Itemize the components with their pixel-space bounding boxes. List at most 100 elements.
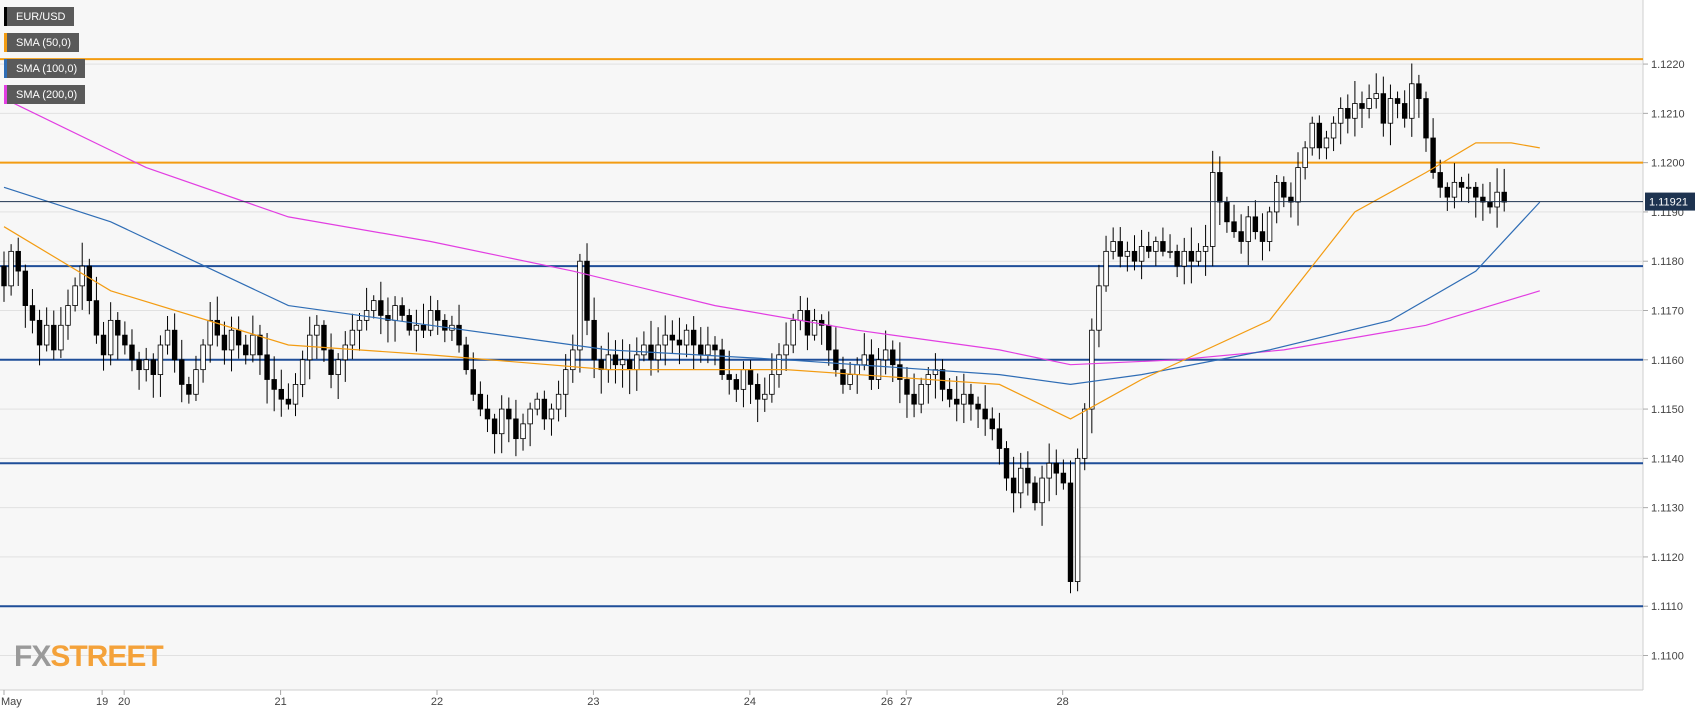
candle-body	[271, 379, 277, 390]
candle-body	[811, 319, 818, 336]
candle-body	[143, 359, 149, 371]
candle-body	[996, 428, 1003, 449]
candle-body	[22, 270, 29, 306]
sma-100-line	[3, 186, 1541, 386]
y-tick-label: 1.1110	[1651, 601, 1683, 613]
candle-body	[918, 384, 924, 405]
candle-body	[1131, 250, 1138, 262]
legend-sma-200[interactable]: SMA (200,0)	[4, 85, 86, 104]
x-tick-label: May	[1, 696, 22, 708]
current-price-tag: 1.11921	[1645, 192, 1695, 211]
legend-sma-50[interactable]: SMA (50,0)	[4, 33, 80, 52]
candle-body	[484, 408, 491, 420]
candle-body	[157, 344, 164, 375]
candle-body	[1096, 285, 1102, 331]
candle-body	[1245, 216, 1251, 242]
candle-body	[882, 349, 889, 361]
candle-body	[8, 250, 14, 287]
candle-body	[541, 398, 548, 420]
candle-body	[342, 344, 348, 361]
candle-body	[690, 329, 697, 346]
candle-body	[676, 339, 683, 346]
candle-body	[1359, 103, 1365, 109]
candle-body	[435, 310, 441, 321]
candle-body	[292, 384, 299, 405]
candle-body	[207, 319, 213, 346]
candle-body	[29, 305, 36, 321]
candle-body	[797, 310, 804, 321]
candle-body	[1032, 482, 1038, 504]
candle-body	[1231, 221, 1237, 233]
candle-body	[783, 344, 789, 356]
candle-body	[1202, 246, 1209, 252]
x-tick-label: 28	[1057, 696, 1069, 708]
candle-body	[1195, 250, 1202, 262]
candle-body	[100, 334, 107, 356]
candle-body	[555, 393, 562, 410]
candle-body	[51, 324, 57, 351]
candle-body	[43, 324, 50, 346]
candle-body	[619, 359, 626, 366]
candle-body	[1330, 122, 1337, 139]
x-tick-label: 27	[900, 696, 912, 708]
candle-body	[442, 319, 448, 331]
candle-body	[107, 319, 114, 356]
candle-body	[1352, 103, 1358, 119]
candle-body	[1473, 186, 1479, 198]
candle-body	[115, 319, 121, 336]
candle-body	[1160, 241, 1166, 252]
candle-body	[214, 319, 220, 336]
logo-fx-text: FX	[14, 640, 51, 673]
candle-body	[939, 369, 946, 390]
candle-body	[328, 349, 334, 375]
candle-body	[498, 408, 505, 435]
candle-body	[1067, 482, 1074, 582]
candle-body	[1380, 93, 1387, 124]
sma-100-swatch	[4, 59, 7, 78]
candle-body	[1174, 250, 1180, 267]
candle-body	[122, 334, 128, 346]
candle-body	[612, 354, 619, 366]
candle-body	[513, 418, 519, 440]
candle-body	[1494, 191, 1500, 208]
candle-body	[854, 364, 860, 375]
candle-body	[818, 319, 825, 326]
candle-body	[1309, 122, 1315, 149]
candle-body	[719, 349, 725, 375]
candle-body	[171, 329, 178, 361]
fxstreet-logo: FXSTREET	[14, 640, 164, 674]
candle-body	[1444, 186, 1451, 198]
y-tick-label: 1.1160	[1651, 355, 1684, 367]
candle-body	[868, 354, 875, 380]
x-tick-label: 26	[881, 696, 893, 708]
candle-body	[1394, 98, 1401, 104]
y-tick-label: 1.1210	[1651, 108, 1685, 120]
sma-200-line	[3, 98, 1540, 366]
candle-body	[413, 324, 420, 331]
candle-body	[740, 369, 747, 390]
legend-label: SMA (100,0)	[16, 62, 78, 75]
moving-averages	[3, 98, 1541, 420]
candle-body	[1430, 137, 1436, 173]
candle-body	[605, 354, 612, 371]
candle-body	[257, 334, 263, 356]
legend-eurusd[interactable]: EUR/USD	[4, 7, 74, 26]
candle-body	[1487, 201, 1493, 208]
candle-body	[1188, 250, 1195, 262]
candle-body	[307, 334, 313, 361]
candle-body	[641, 344, 647, 356]
candle-body	[726, 374, 732, 380]
candle-body	[1302, 147, 1308, 168]
candle-body	[1266, 211, 1273, 242]
candle-body	[392, 305, 398, 321]
x-tick-label: 21	[274, 696, 286, 708]
candle-body	[371, 300, 377, 311]
candle-body	[1217, 172, 1223, 203]
candle-body	[833, 349, 839, 371]
legend-sma-100[interactable]: SMA (100,0)	[4, 59, 86, 78]
candle-body	[86, 265, 93, 302]
candle-body	[1295, 167, 1301, 203]
candle-body	[669, 334, 676, 341]
candle-body	[840, 369, 846, 385]
